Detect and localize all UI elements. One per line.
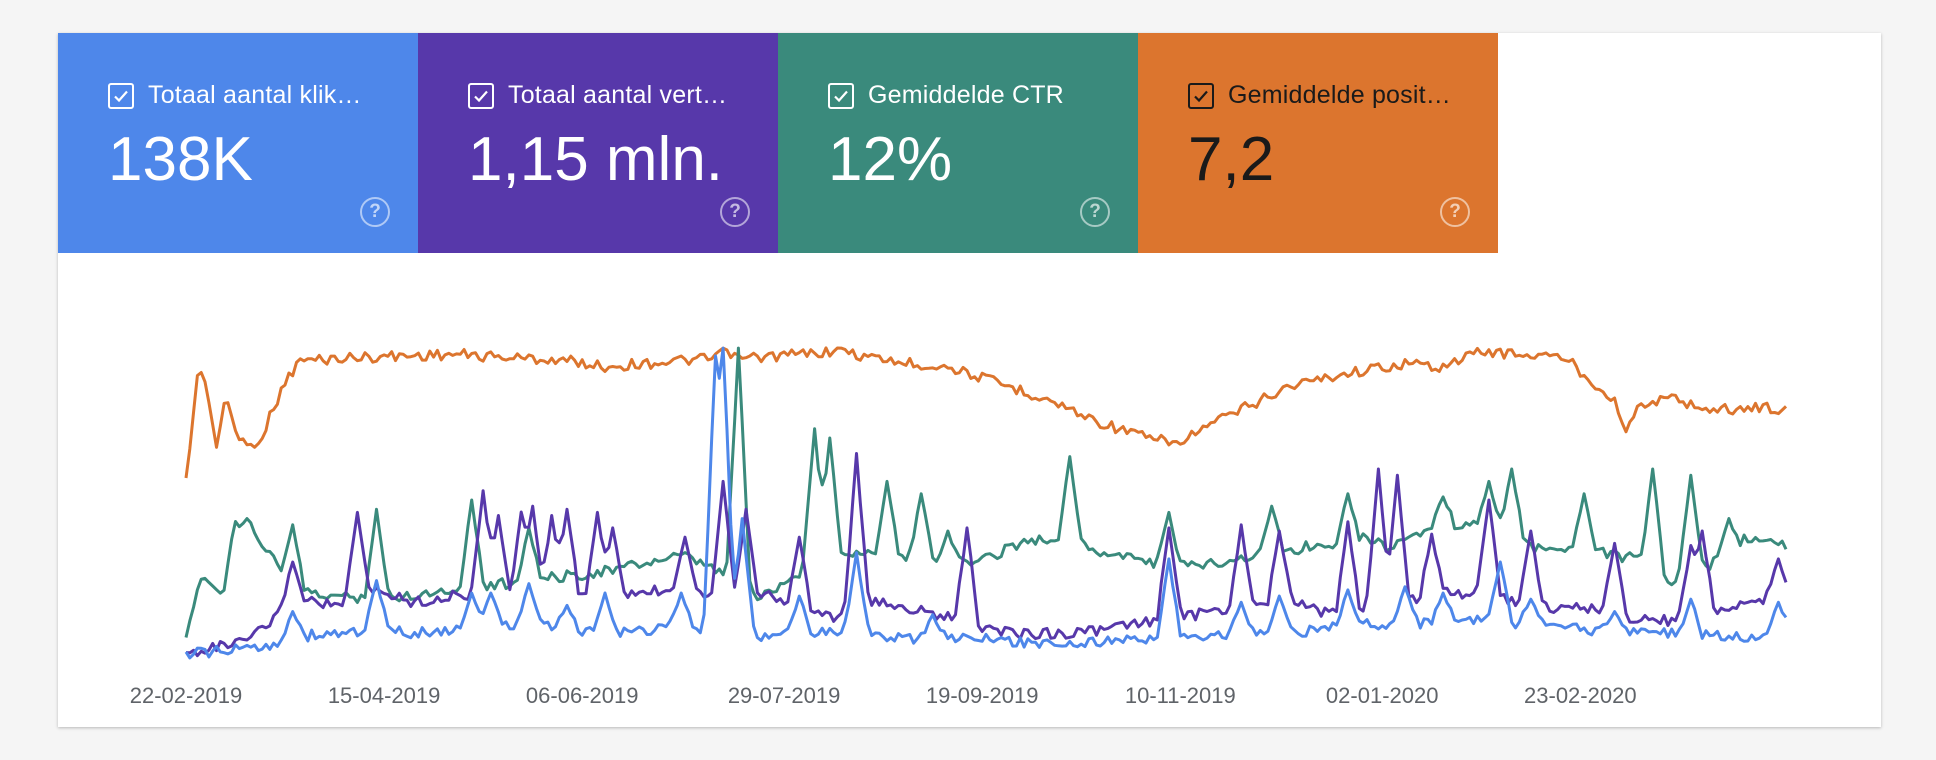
x-tick-label: 29-07-2019 (728, 683, 841, 708)
metric-card-header: Totaal aantal klik… (108, 81, 362, 110)
metric-card-clicks[interactable]: Totaal aantal klik… 138K ? (58, 33, 418, 253)
metric-card-header: Totaal aantal vert… (468, 81, 727, 110)
performance-line-chart[interactable]: 22-02-2019 15-04-2019 06-06-2019 29-07-2019… (58, 253, 1881, 727)
metric-value: 12% (828, 125, 953, 194)
checkbox-checked-icon[interactable] (468, 82, 494, 109)
metric-card-impressions[interactable]: Totaal aantal vert… 1,15 mln. ? (418, 33, 778, 253)
help-icon[interactable]: ? (360, 197, 390, 227)
x-tick-label: 15-04-2019 (328, 683, 441, 708)
metric-cards: Totaal aantal klik… 138K ? Totaal aantal… (58, 33, 1498, 253)
metric-card-ctr[interactable]: Gemiddelde CTR 12% ? (778, 33, 1138, 253)
series-line-2[interactable] (185, 452, 1788, 658)
checkbox-checked-icon[interactable] (108, 82, 134, 109)
x-tick-label: 22-02-2019 (130, 683, 243, 708)
metric-card-header: Gemiddelde CTR (828, 81, 1064, 110)
checkbox-checked-icon[interactable] (1188, 82, 1214, 109)
x-axis-tick-labels: 22-02-2019 15-04-2019 06-06-2019 29-07-2019… (130, 683, 1637, 708)
help-icon[interactable]: ? (1440, 197, 1470, 227)
series-line-0[interactable] (184, 346, 1788, 479)
metric-card-position[interactable]: Gemiddelde posit… 7,2 ? (1138, 33, 1498, 253)
metric-label: Gemiddelde posit… (1228, 81, 1451, 109)
metric-value: 1,15 mln. (468, 125, 724, 194)
series-line-1[interactable] (184, 346, 1788, 638)
x-tick-label: 02-01-2020 (1326, 683, 1439, 708)
performance-panel: Totaal aantal klik… 138K ? Totaal aantal… (58, 33, 1881, 727)
metric-value: 138K (108, 125, 253, 194)
metric-value: 7,2 (1188, 125, 1275, 194)
help-icon[interactable]: ? (720, 197, 750, 227)
x-tick-label: 23-02-2020 (1524, 683, 1637, 708)
metric-card-header: Gemiddelde posit… (1188, 81, 1451, 110)
metric-label: Totaal aantal klik… (148, 81, 362, 109)
series-layer (184, 346, 1788, 660)
help-icon[interactable]: ? (1080, 197, 1110, 227)
metric-label: Totaal aantal vert… (508, 81, 728, 109)
series-line-3[interactable] (184, 346, 1788, 660)
x-tick-label: 06-06-2019 (526, 683, 639, 708)
checkbox-checked-icon[interactable] (828, 82, 854, 109)
x-tick-label: 10-11-2019 (1125, 683, 1236, 708)
x-tick-label: 19-09-2019 (926, 683, 1039, 708)
metric-label: Gemiddelde CTR (868, 81, 1064, 109)
